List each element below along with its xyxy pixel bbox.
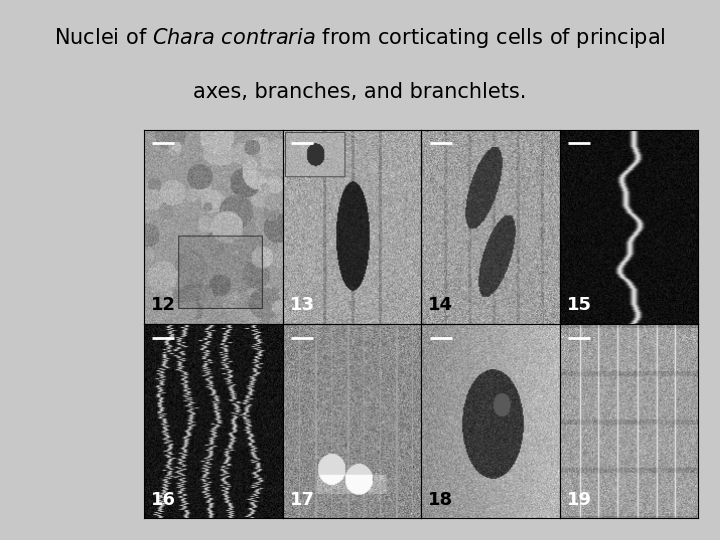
Text: 13: 13	[289, 296, 315, 314]
Text: 14: 14	[428, 296, 453, 314]
Text: Nuclei of $\it{Chara\ contraria}$ from corticating cells of principal: Nuclei of $\it{Chara\ contraria}$ from c…	[54, 26, 666, 50]
Text: axes, branches, and branchlets.: axes, branches, and branchlets.	[193, 82, 527, 102]
Text: 15: 15	[567, 296, 592, 314]
Text: 16: 16	[151, 491, 176, 509]
Text: 19: 19	[567, 491, 592, 509]
Text: 12: 12	[151, 296, 176, 314]
Text: 17: 17	[289, 491, 315, 509]
Text: 18: 18	[428, 491, 454, 509]
